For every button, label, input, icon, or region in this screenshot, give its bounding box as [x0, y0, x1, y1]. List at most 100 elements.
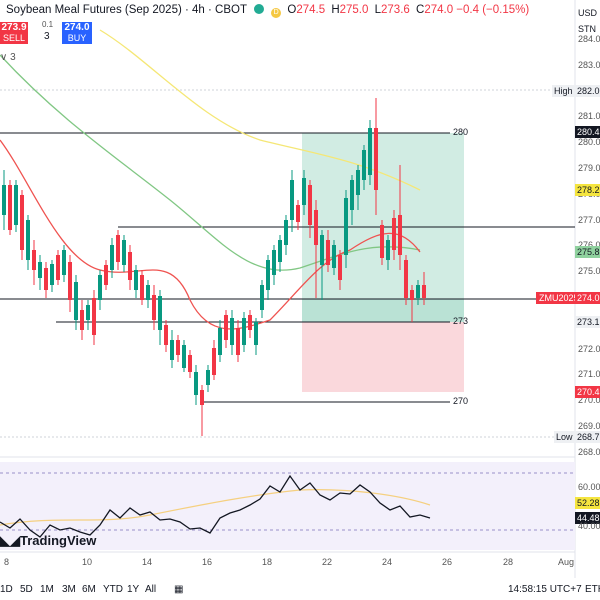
candle[interactable] [332, 245, 336, 268]
high-value: 275.0 [339, 4, 369, 16]
tradingview-logo: ◣◢TradingView [0, 533, 97, 548]
price-chart[interactable] [0, 0, 600, 578]
candle[interactable] [212, 348, 216, 375]
candle[interactable] [290, 180, 294, 220]
candle[interactable] [350, 180, 354, 210]
candle[interactable] [92, 298, 96, 335]
candle[interactable] [398, 215, 402, 255]
candle[interactable] [194, 372, 198, 395]
candle[interactable] [230, 318, 234, 345]
candle[interactable] [152, 295, 156, 320]
range-button-6m[interactable]: 6M [82, 584, 96, 595]
candle[interactable] [2, 185, 6, 215]
ma-yellow-line [99, 29, 421, 191]
candle[interactable] [236, 328, 240, 355]
range-button-1y[interactable]: 1Y [127, 584, 140, 595]
candle[interactable] [32, 250, 36, 270]
candle[interactable] [62, 250, 66, 275]
range-button-3m[interactable]: 3M [62, 584, 76, 595]
candle[interactable] [122, 240, 126, 265]
candle[interactable] [416, 285, 420, 298]
candle[interactable] [278, 240, 282, 262]
candle[interactable] [80, 310, 84, 330]
candle[interactable] [368, 128, 372, 175]
settings-label[interactable]: STN [578, 24, 596, 34]
range-button-1m[interactable]: 1M [40, 584, 54, 595]
candle[interactable] [296, 205, 300, 222]
candle[interactable] [254, 322, 258, 345]
candle[interactable] [20, 195, 24, 250]
range-button-ytd[interactable]: YTD [103, 584, 123, 595]
candle[interactable] [74, 282, 78, 320]
candle[interactable] [200, 390, 204, 405]
spread-value: 0.1 [42, 20, 54, 29]
candle[interactable] [266, 260, 270, 290]
candle[interactable] [134, 270, 138, 290]
candle[interactable] [104, 265, 108, 285]
candle[interactable] [140, 275, 144, 300]
ma-red-line [0, 139, 421, 330]
candle[interactable] [284, 220, 288, 245]
range-button-5d[interactable]: 5D [20, 584, 33, 595]
candle[interactable] [86, 305, 90, 320]
candle[interactable] [68, 262, 72, 300]
candle[interactable] [374, 128, 378, 190]
candle[interactable] [272, 250, 276, 275]
level-label-273: 273 [453, 316, 469, 326]
candle[interactable] [224, 315, 228, 340]
candle[interactable] [326, 240, 330, 265]
candle[interactable] [386, 240, 390, 260]
candle[interactable] [128, 252, 132, 280]
currency-label[interactable]: USD [578, 8, 598, 18]
range-button-all[interactable]: All [145, 584, 157, 595]
candle[interactable] [302, 178, 306, 205]
candle[interactable] [344, 198, 348, 255]
candle[interactable] [314, 210, 318, 245]
clock-display[interactable]: 14:58:15 UTC+7 [508, 584, 582, 595]
candle[interactable] [218, 328, 222, 355]
candle[interactable] [44, 268, 48, 290]
sell-button[interactable]: 273.9 SELL [0, 22, 28, 44]
candle[interactable] [170, 340, 174, 360]
candle[interactable] [206, 370, 210, 385]
candle[interactable] [116, 235, 120, 262]
candle[interactable] [248, 315, 252, 330]
candle[interactable] [338, 255, 342, 280]
candle[interactable] [8, 185, 12, 230]
session-toggle[interactable]: ETH [585, 584, 600, 595]
candle[interactable] [182, 345, 186, 368]
candle[interactable] [56, 255, 60, 280]
candle[interactable] [356, 170, 360, 195]
candle[interactable] [392, 218, 396, 250]
candle[interactable] [164, 325, 168, 345]
quantity-field[interactable]: 3 [44, 31, 50, 42]
symbol-title[interactable]: Soybean Meal Futures (Sep 2025) · 4h · C… [6, 4, 247, 16]
delayed-data-icon[interactable]: D [271, 8, 282, 18]
candle[interactable] [380, 225, 384, 258]
loss-zone[interactable] [302, 322, 464, 392]
candle[interactable] [158, 296, 162, 330]
candle[interactable] [38, 262, 42, 278]
candle[interactable] [14, 185, 18, 225]
date-range-icon[interactable]: ▦ [174, 584, 184, 595]
candle[interactable] [422, 285, 426, 298]
candle[interactable] [242, 318, 246, 345]
candle[interactable] [98, 275, 102, 300]
candle[interactable] [50, 264, 54, 285]
range-button-1d[interactable]: 1D [0, 584, 13, 595]
candle[interactable] [308, 185, 312, 225]
candle[interactable] [362, 150, 366, 180]
candle[interactable] [260, 285, 264, 310]
profit-zone[interactable] [302, 133, 464, 299]
candle[interactable] [26, 220, 30, 260]
candle[interactable] [188, 355, 192, 372]
candle[interactable] [404, 260, 408, 298]
candle[interactable] [410, 290, 414, 300]
price-tick: 275.0 [578, 266, 600, 276]
candle[interactable] [110, 245, 114, 270]
candle[interactable] [146, 285, 150, 300]
candle[interactable] [176, 340, 180, 355]
candle[interactable] [320, 235, 324, 265]
indicators-toggle[interactable]: ∨ 3 [0, 52, 16, 63]
buy-button[interactable]: 274.0 BUY [62, 22, 92, 44]
